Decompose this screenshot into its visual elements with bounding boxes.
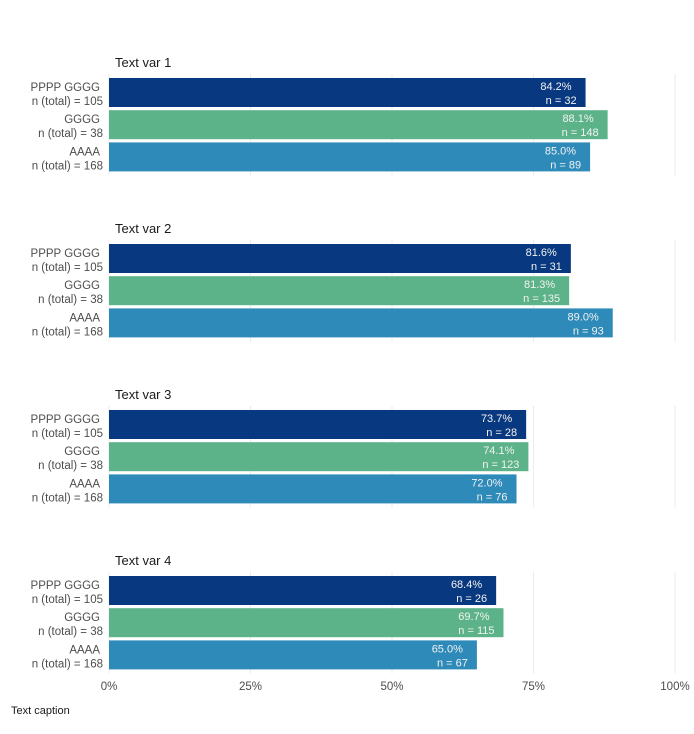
bar — [109, 410, 527, 439]
y-tick-sublabel: n (total) = 168 — [32, 326, 103, 338]
x-tick-label: 50% — [380, 681, 403, 693]
panel-title: Text var 3 — [115, 387, 171, 402]
pct-label: 88.1% — [562, 113, 593, 125]
pct-label: 68.4% — [451, 579, 482, 591]
x-tick-label: 25% — [239, 681, 262, 693]
y-tick-sublabel: n (total) = 168 — [32, 160, 103, 172]
n-label: n = 123 — [482, 459, 519, 471]
bar — [109, 576, 497, 605]
y-tick-label: GGGG — [64, 612, 100, 624]
n-label: n = 76 — [477, 491, 508, 503]
n-label: n = 115 — [458, 625, 494, 637]
pct-label: 72.0% — [471, 477, 502, 489]
y-tick-sublabel: n (total) = 38 — [38, 626, 103, 638]
bar — [109, 110, 608, 140]
y-tick-sublabel: n (total) = 38 — [38, 460, 103, 472]
pct-label: 74.1% — [483, 445, 514, 457]
panel-title: Text var 1 — [115, 55, 171, 70]
y-tick-sublabel: n (total) = 105 — [32, 428, 103, 440]
y-tick-sublabel: n (total) = 38 — [38, 294, 103, 306]
bar — [109, 442, 529, 472]
n-label: n = 32 — [546, 95, 577, 107]
caption: Text caption — [11, 705, 70, 717]
y-tick-label: PPPP GGGG — [31, 414, 101, 426]
n-label: n = 93 — [573, 325, 604, 337]
bar — [109, 308, 613, 338]
n-label: n = 135 — [523, 293, 560, 305]
n-label: n = 67 — [437, 657, 468, 669]
bar — [109, 608, 504, 638]
y-tick-sublabel: n (total) = 38 — [38, 128, 103, 140]
pct-label: 85.0% — [545, 145, 576, 157]
n-label: n = 89 — [550, 159, 581, 171]
pct-label: 65.0% — [432, 643, 463, 655]
pct-label: 84.2% — [540, 81, 571, 93]
y-tick-label: AAAA — [69, 478, 100, 490]
x-tick-label: 75% — [522, 681, 545, 693]
bar — [109, 78, 586, 107]
pct-label: 73.7% — [481, 413, 512, 425]
pct-label: 69.7% — [458, 611, 489, 623]
y-tick-label: PPPP GGGG — [31, 82, 101, 94]
n-label: n = 148 — [562, 127, 599, 139]
y-tick-label: GGGG — [64, 446, 100, 458]
bar — [109, 142, 591, 172]
x-tick-label: 0% — [101, 681, 118, 693]
y-tick-label: PPPP GGGG — [31, 580, 101, 592]
panel-title: Text var 2 — [115, 221, 171, 236]
y-tick-label: PPPP GGGG — [31, 248, 101, 260]
y-tick-label: AAAA — [69, 146, 100, 158]
pct-label: 81.6% — [526, 247, 557, 259]
y-tick-sublabel: n (total) = 105 — [32, 262, 103, 274]
bar — [109, 474, 517, 504]
y-tick-sublabel: n (total) = 105 — [32, 594, 103, 606]
pct-label: 89.0% — [568, 311, 599, 323]
y-tick-label: AAAA — [69, 644, 100, 656]
x-tick-label: 100% — [660, 681, 689, 693]
bar — [109, 244, 571, 273]
n-label: n = 28 — [486, 427, 517, 439]
y-tick-sublabel: n (total) = 105 — [32, 96, 103, 108]
n-label: n = 31 — [531, 261, 562, 273]
n-label: n = 26 — [456, 593, 487, 605]
panel-title: Text var 4 — [115, 553, 171, 568]
y-tick-label: AAAA — [69, 312, 100, 324]
pct-label: 81.3% — [524, 279, 555, 291]
bar — [109, 276, 570, 306]
y-tick-sublabel: n (total) = 168 — [32, 658, 103, 670]
y-tick-sublabel: n (total) = 168 — [32, 492, 103, 504]
y-tick-label: GGGG — [64, 114, 100, 126]
y-tick-label: GGGG — [64, 280, 100, 292]
bar — [109, 640, 477, 670]
